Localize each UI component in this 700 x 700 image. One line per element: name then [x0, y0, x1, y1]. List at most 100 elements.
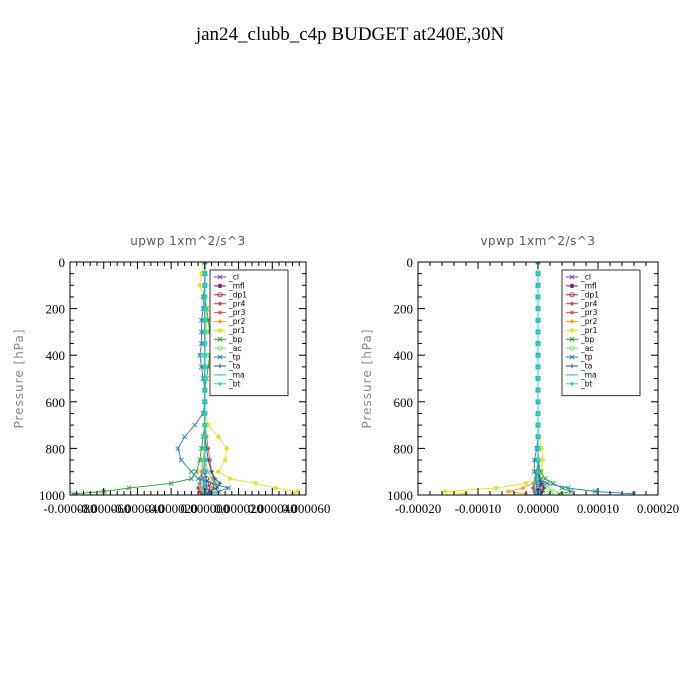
x-tick-label: -0.000060: [77, 501, 130, 516]
data-point-bt: [535, 283, 541, 288]
x-tick-label: -0.00010: [455, 501, 502, 516]
data-point-bp: [188, 476, 194, 482]
data-point-bp: [126, 485, 132, 491]
data-point-bt: [202, 329, 208, 335]
legend-label: _pr1: [228, 326, 246, 335]
data-point-tp: [544, 480, 550, 486]
legend-item-bt: _bt: [214, 379, 241, 388]
data-point-tp: [192, 422, 198, 428]
x-tick-label: 0.00000: [517, 501, 559, 516]
x-tick-label: 0.000000: [180, 501, 229, 516]
data-point-bt: [202, 411, 208, 416]
data-point-ta: [212, 476, 218, 481]
x-tick-label: 0.000020: [214, 501, 263, 516]
legend-label: _pr4: [580, 299, 598, 308]
legend-marker: [217, 319, 223, 324]
data-point-bt: [535, 422, 541, 428]
data-point-tp: [592, 488, 598, 495]
data-point-pr1: [273, 485, 278, 491]
data-point-tp: [182, 434, 188, 440]
legend-marker: [217, 354, 223, 360]
data-point-bt: [535, 434, 541, 439]
legend-label: _pr1: [580, 326, 598, 335]
data-point-tp: [188, 469, 194, 475]
legend-marker: [217, 310, 223, 315]
legend-item-tp: _tp: [214, 353, 241, 362]
data-point-bt: [202, 476, 208, 481]
legend-label: _cl: [580, 273, 591, 282]
data-point-bt: [535, 306, 541, 311]
legend-item-dp1: _dp1: [566, 290, 599, 299]
data-point-pr1: [493, 485, 499, 491]
data-point-ac: [546, 485, 552, 491]
data-point-bt: [535, 364, 541, 370]
legend-marker: [217, 301, 223, 306]
legend-label: _bp: [580, 335, 595, 344]
data-point-bt: [202, 399, 208, 404]
legend: _cl_mfl_dp1_pr4_pr3_pr2_pr1_bp_ac_tp_ta_…: [209, 269, 289, 397]
data-point-pr1: [540, 457, 545, 463]
data-point-bt: [202, 422, 208, 428]
legend-item-ta: _ta: [566, 362, 592, 371]
data-point-ta: [214, 485, 219, 491]
legend-item-mfl: _mfl: [566, 282, 597, 291]
data-point-ac: [544, 491, 550, 495]
data-point-bt: [202, 341, 208, 346]
data-point-pr2: [505, 489, 511, 494]
legend-label: _pr2: [228, 317, 246, 326]
legend-marker: [569, 363, 575, 369]
legend-label: _dp1: [228, 290, 247, 299]
figure-title: jan24_clubb_c4p BUDGET at240E,30N: [195, 24, 505, 45]
legend-item-pr3: _pr3: [214, 308, 246, 317]
series-group: [70, 262, 300, 495]
legend-label: _ma: [580, 371, 597, 380]
y-tick-label: 1000: [387, 488, 413, 503]
data-point-tp: [198, 364, 205, 370]
data-point-tp: [531, 469, 537, 475]
data-point-bt: [202, 353, 208, 358]
y-tick-label: 400: [46, 348, 66, 363]
data-point-bt: [535, 353, 541, 358]
data-point-bp: [168, 480, 174, 486]
data-point-tp: [197, 352, 203, 358]
panel-title: upwp 1xm^2/s^3: [130, 234, 246, 248]
data-point-pr1: [216, 434, 221, 439]
legend: _cl_mfl_dp1_pr4_pr3_pr2_pr1_bp_ac_tp_ta_…: [561, 269, 641, 397]
data-point-tp: [195, 476, 201, 482]
data-point-bp: [193, 469, 199, 475]
data-point-bt: [535, 376, 541, 381]
data-point-bt: [535, 411, 541, 416]
y-tick-label: 200: [46, 302, 66, 317]
x-tick-label: -0.000080: [43, 501, 96, 516]
x-tick-label: -0.000020: [145, 501, 198, 516]
data-point-tp: [202, 262, 208, 265]
legend-marker: [217, 274, 223, 280]
y-tick-label: 400: [394, 348, 414, 363]
legend-item-dp1: _dp1: [214, 290, 247, 299]
legend-item-pr3: _pr3: [566, 308, 598, 317]
legend-marker: [569, 381, 575, 386]
data-point-ac: [550, 488, 556, 495]
chart-panel-2: vpwp 1xm^2/s^3 Pressure [hPa] 0 200 400 600 80…: [360, 234, 679, 516]
y-tick-label: 600: [394, 395, 414, 410]
legend-label: _pr4: [228, 299, 246, 308]
data-point-bt: [202, 469, 208, 474]
legend-marker: [217, 328, 223, 333]
legend-label: _ac: [228, 344, 241, 353]
y-tick-label: 1000: [39, 488, 65, 503]
legend-marker: [569, 274, 575, 280]
data-point-bt: [202, 434, 208, 439]
legend-box: [561, 269, 641, 397]
legend-item-tp: _tp: [566, 353, 593, 362]
x-tick-label: -0.000040: [111, 501, 164, 516]
series-group: [442, 262, 637, 495]
data-point-bt: [535, 341, 541, 346]
legend-marker: [569, 319, 575, 324]
x-tick-label: 0.000060: [282, 501, 331, 516]
data-point-pr1: [253, 481, 258, 486]
legend-label: _pr3: [580, 308, 598, 317]
legend-marker: [217, 363, 223, 369]
data-point-ta: [541, 485, 547, 491]
panel-title: vpwp 1xm^2/s^3: [480, 234, 595, 248]
